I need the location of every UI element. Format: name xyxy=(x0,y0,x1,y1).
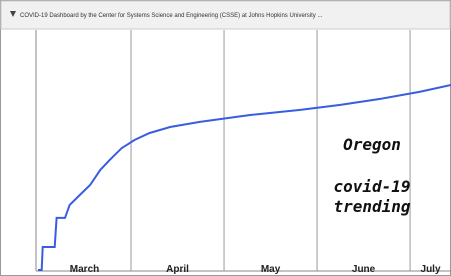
annotation: trending xyxy=(333,197,410,216)
x-tick-label: July xyxy=(421,264,441,275)
x-tick-label: June xyxy=(352,264,376,275)
header-title: COVID-19 Dashboard by the Center for Sys… xyxy=(20,13,323,19)
annotation: covid-19 xyxy=(333,177,410,196)
x-tick-label: May xyxy=(261,264,281,275)
screenshot: COVID-19 Dashboard by the Center for Sys… xyxy=(0,0,451,276)
annotation: Oregon xyxy=(343,135,401,154)
x-tick-label: March xyxy=(70,264,99,275)
x-tick-label: April xyxy=(166,264,189,275)
